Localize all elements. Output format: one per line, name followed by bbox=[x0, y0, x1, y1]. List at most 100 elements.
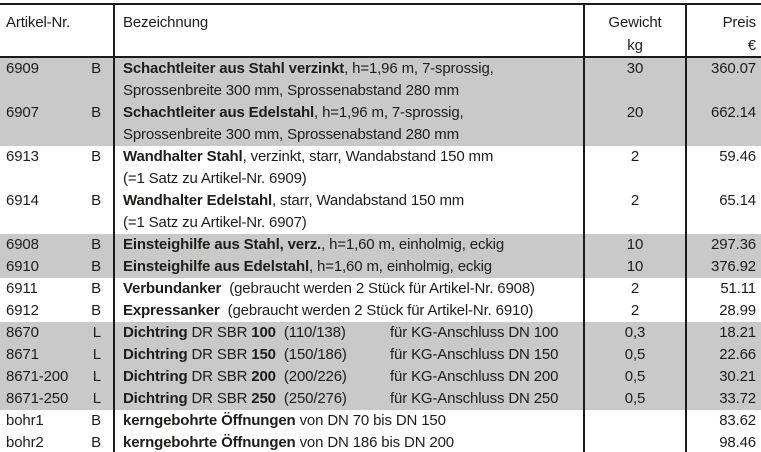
description-bold-run: Einsteighilfe aus Stahl, verz. bbox=[123, 236, 322, 253]
price-value: 376.92 bbox=[685, 256, 761, 278]
description-line-2: (=1 Satz zu Artikel-Nr. 6909) bbox=[123, 168, 583, 190]
table-row: 6908 B Einsteighilfe aus Stahl, verz., h=1… bbox=[0, 234, 761, 256]
description-run: (=1 Satz zu Artikel-Nr. 6909) bbox=[123, 170, 307, 187]
header-preis: Preis € bbox=[685, 5, 761, 57]
price-value: 28.99 bbox=[685, 300, 761, 322]
weight-value bbox=[583, 432, 685, 452]
artikel-nr-cell: 6909 B bbox=[0, 58, 113, 102]
description-run: (=1 Satz zu Artikel-Nr. 6907) bbox=[123, 214, 307, 231]
description-cell: Einsteighilfe aus Stahl, verz., h=1,60 m… bbox=[113, 234, 583, 256]
table-row: 6911 B Verbundanker (gebraucht werden 2 St… bbox=[0, 278, 761, 300]
artikel-nr: 6907 bbox=[6, 104, 39, 121]
weight-value: 0,3 bbox=[583, 322, 685, 344]
description-bold-run: Dichtring bbox=[123, 346, 188, 363]
description-cell: Dichtring DR SBR 250 (250/276) für KG-Ans… bbox=[113, 388, 583, 410]
description-line-1: Wandhalter Stahl, verzinkt, starr, Wanda… bbox=[123, 146, 583, 168]
header-gewicht-unit: kg bbox=[627, 37, 643, 54]
description-line-1: Expressanker (gebraucht werden 2 Stück f… bbox=[123, 300, 583, 322]
header-gewicht-label: Gewicht bbox=[608, 14, 662, 31]
artikel-nr: 6912 bbox=[6, 302, 39, 319]
description-run: von DN 70 bis DN 150 bbox=[295, 412, 446, 429]
artikel-nr-cell: 6910 B bbox=[0, 256, 113, 278]
header-preis-unit: € bbox=[747, 37, 756, 54]
artikel-nr-cell: bohr1 B bbox=[0, 410, 113, 432]
description-run: , h=1,60 m, einholmig, eckig bbox=[321, 236, 505, 253]
description-run: Sprossenbreite 300 mm, Sprossenabstand 2… bbox=[123, 126, 459, 143]
description-bold-run: Dichtring bbox=[123, 390, 188, 407]
description-tab-text: für KG-Anschluss DN 100 bbox=[390, 324, 559, 341]
description-run: DR SBR bbox=[187, 324, 252, 341]
unit-code: B bbox=[91, 60, 101, 77]
table-row: 8671-200 L Dichtring DR SBR 200 (200/226) f… bbox=[0, 366, 761, 388]
artikel-nr: 6910 bbox=[6, 258, 39, 275]
artikel-nr: 8670 bbox=[6, 324, 39, 341]
description-tab-segment: Dichtring DR SBR 100 (110/138) bbox=[123, 322, 390, 344]
weight-value: 0,5 bbox=[583, 366, 685, 388]
description-bold-run: Schachtleiter aus Edelstahl bbox=[123, 104, 315, 121]
description-run: (200/226) bbox=[275, 368, 347, 385]
table-row: 8671-250 L Dichtring DR SBR 250 (250/276) f… bbox=[0, 388, 761, 410]
unit-code: B bbox=[91, 302, 101, 319]
artikel-nr: 6914 bbox=[6, 192, 39, 209]
description-bold-run: 200 bbox=[251, 368, 276, 385]
description-cell: Dichtring DR SBR 100 (110/138) für KG-Ans… bbox=[113, 322, 583, 344]
unit-code: L bbox=[92, 368, 101, 385]
description-bold-run: Dichtring bbox=[123, 324, 188, 341]
weight-value: 2 bbox=[583, 190, 685, 234]
description-bold-run: kerngebohrte Öffnungen bbox=[123, 434, 296, 451]
table-row: 6907 B Schachtleiter aus Edelstahl, h=1,96… bbox=[0, 102, 761, 146]
artikel-nr-cell: 6907 B bbox=[0, 102, 113, 146]
description-run: (110/138) bbox=[275, 324, 346, 341]
price-value: 59.46 bbox=[685, 146, 761, 190]
unit-code: L bbox=[92, 346, 101, 363]
header-gewicht: Gewicht kg bbox=[583, 5, 685, 57]
description-line-1: kerngebohrte Öffnungen von DN 70 bis DN … bbox=[123, 410, 583, 432]
artikel-nr: 8671-200 bbox=[6, 368, 69, 385]
description-line-1: Dichtring DR SBR 100 (110/138) für KG-Ans… bbox=[123, 322, 583, 344]
description-bold-run: Einsteighilfe aus Edelstahl bbox=[123, 258, 309, 275]
header-artikel-nr: Artikel-Nr. bbox=[6, 14, 71, 31]
description-cell: Expressanker (gebraucht werden 2 Stück f… bbox=[113, 300, 583, 322]
description-bold-run: Verbundanker bbox=[123, 280, 222, 297]
description-bold-run: Dichtring bbox=[123, 368, 188, 385]
artikel-nr-cell: 8671-200 L bbox=[0, 366, 113, 388]
description-cell: Wandhalter Edelstahl, starr, Wandabstand… bbox=[113, 190, 583, 234]
price-value: 662.14 bbox=[685, 102, 761, 146]
price-value: 65.14 bbox=[685, 190, 761, 234]
table-top-border bbox=[0, 3, 761, 5]
description-run: DR SBR bbox=[187, 368, 252, 385]
table-row: 6914 B Wandhalter Edelstahl, starr, Wandab… bbox=[0, 190, 761, 234]
description-tab-text: für KG-Anschluss DN 250 bbox=[390, 390, 559, 407]
weight-value: 0,5 bbox=[583, 388, 685, 410]
artikel-nr: 8671 bbox=[6, 346, 39, 363]
unit-code: B bbox=[91, 258, 101, 275]
table-row: 6912 B Expressanker (gebraucht werden 2 St… bbox=[0, 300, 761, 322]
description-tab-text: für KG-Anschluss DN 200 bbox=[390, 368, 559, 385]
description-run: , starr, Wandabstand 150 mm bbox=[271, 192, 465, 209]
artikel-nr-cell: 8670 L bbox=[0, 322, 113, 344]
artikel-nr: 6908 bbox=[6, 236, 39, 253]
weight-value: 0,5 bbox=[583, 344, 685, 366]
artikel-nr-cell: 6908 B bbox=[0, 234, 113, 256]
description-bold-run: Schachtleiter aus Stahl verzinkt bbox=[123, 60, 345, 77]
artikel-nr: bohr1 bbox=[6, 412, 44, 429]
artikel-nr-cell: 6914 B bbox=[0, 190, 113, 234]
description-bold-run: kerngebohrte Öffnungen bbox=[123, 412, 296, 429]
description-bold-run: Expressanker bbox=[123, 302, 220, 319]
unit-code: B bbox=[91, 236, 101, 253]
price-value: 22.66 bbox=[685, 344, 761, 366]
artikel-nr: bohr2 bbox=[6, 434, 44, 451]
description-line-1: Dichtring DR SBR 200 (200/226) für KG-Ans… bbox=[123, 366, 583, 388]
table-body: 6909 B Schachtleiter aus Stahl verzinkt , h… bbox=[0, 58, 761, 452]
weight-value: 2 bbox=[583, 300, 685, 322]
unit-code: B bbox=[91, 412, 101, 429]
artikel-nr-cell: 6911 B bbox=[0, 278, 113, 300]
description-run: Sprossenbreite 300 mm, Sprossenabstand 2… bbox=[123, 82, 459, 99]
description-line-1: Dichtring DR SBR 250 (250/276) für KG-Ans… bbox=[123, 388, 583, 410]
weight-value: 10 bbox=[583, 256, 685, 278]
table-row: 6913 B Wandhalter Stahl, verzinkt, starr, … bbox=[0, 146, 761, 190]
description-line-2: Sprossenbreite 300 mm, Sprossenabstand 2… bbox=[123, 124, 583, 146]
description-bold-run: 100 bbox=[251, 324, 276, 341]
description-line-1: Dichtring DR SBR 150 (150/186) für KG-Ans… bbox=[123, 344, 583, 366]
